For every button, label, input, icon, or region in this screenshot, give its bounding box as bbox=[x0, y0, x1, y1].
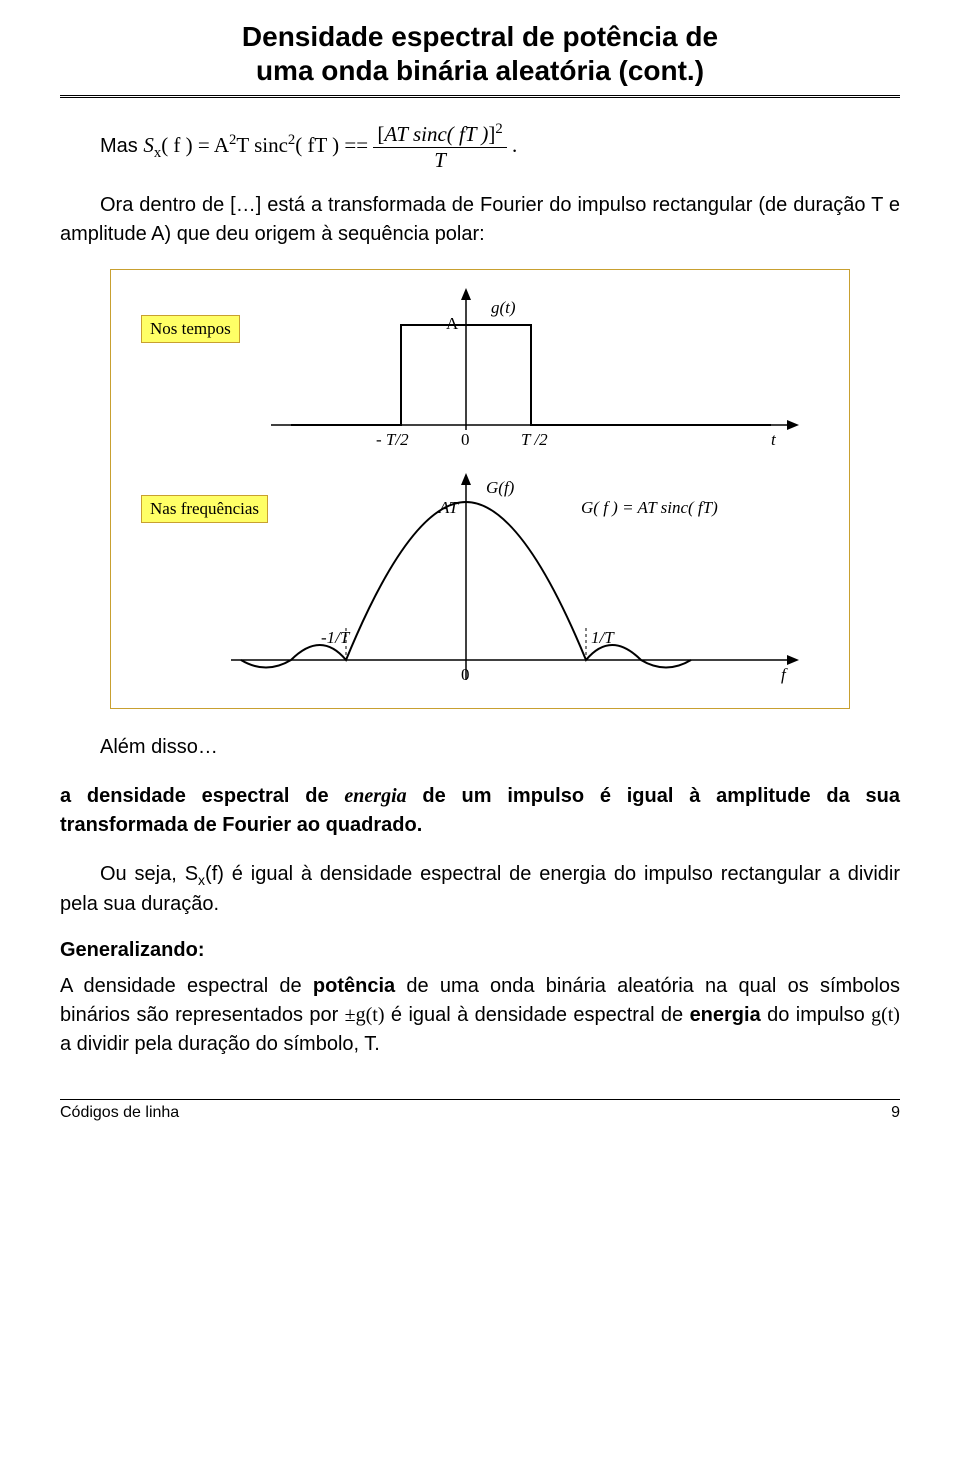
title-line2: uma onda binária aleatória (cont.) bbox=[60, 54, 900, 88]
paragraph-alem: Além disso… bbox=[60, 733, 900, 762]
eq-num-inner: AT sinc( fT ) bbox=[384, 122, 488, 146]
label-plus1T: 1/T bbox=[591, 628, 614, 648]
eq-num-sup: 2 bbox=[495, 121, 502, 137]
bx-pmgt: ±g(t) bbox=[345, 1004, 385, 1026]
eq-period: . bbox=[512, 133, 517, 157]
label-t: t bbox=[771, 430, 776, 450]
label-minus1T: -1/T bbox=[321, 628, 349, 648]
p3-ital: energia bbox=[344, 785, 406, 807]
label-zero-top: 0 bbox=[461, 430, 470, 450]
label-zero-bot: 0 bbox=[461, 665, 470, 685]
p4sub: x bbox=[198, 872, 205, 888]
fourier-diagram: Nos tempos g(t) A - T/2 0 T /2 t Nas fre… bbox=[110, 269, 850, 709]
bx-b: potência bbox=[313, 975, 395, 997]
equation-main: Mas Sx( f ) = A2T sinc2( fT ) == [AT sin… bbox=[100, 121, 900, 173]
label-gt: g(t) bbox=[491, 298, 516, 318]
generalization-text: A densidade espectral de potência de uma… bbox=[60, 972, 900, 1059]
eq-num: [AT sinc( fT )]2 bbox=[373, 121, 506, 148]
eq-mid: T sinc bbox=[236, 133, 288, 157]
p4a: Ou seja, S bbox=[100, 863, 198, 885]
generalizing-heading: Generalizando: bbox=[60, 939, 900, 962]
label-Gf: G(f) bbox=[486, 478, 514, 498]
eq-lead: Mas bbox=[100, 135, 143, 157]
page-title: Densidade espectral de potência de uma o… bbox=[60, 20, 900, 87]
label-minusT2: - T/2 bbox=[376, 430, 409, 450]
label-f: f bbox=[781, 665, 786, 685]
bx-f: do impulso bbox=[761, 1004, 871, 1026]
eq-fraction: [AT sinc( fT )]2 T bbox=[373, 121, 506, 173]
diagram-svg bbox=[111, 270, 851, 710]
footer-left: Códigos de linha bbox=[60, 1104, 179, 1122]
eq-den: T bbox=[373, 148, 506, 173]
page-footer: Códigos de linha 9 bbox=[60, 1100, 900, 1122]
label-Gf-formula: G( f ) = AT sinc( fT) bbox=[581, 498, 718, 518]
p3a: a densidade espectral de bbox=[60, 785, 344, 807]
title-underline bbox=[60, 95, 900, 99]
footer-page-number: 9 bbox=[891, 1104, 900, 1122]
eq-arg2: ( fT ) == bbox=[295, 133, 373, 157]
bx-gt: g(t) bbox=[871, 1004, 900, 1026]
paragraph-energy: a densidade espectral de energia de um i… bbox=[60, 782, 900, 840]
paragraph-intro: Ora dentro de […] está a transformada de… bbox=[60, 191, 900, 249]
label-AT: AT bbox=[439, 498, 458, 518]
bx-a: A densidade espectral de bbox=[60, 975, 313, 997]
bx-d: é igual à densidade espectral de bbox=[385, 1004, 690, 1026]
bx-e: energia bbox=[690, 1004, 761, 1026]
title-line1: Densidade espectral de potência de bbox=[60, 20, 900, 54]
eq-arg1: ( f ) = A bbox=[161, 133, 229, 157]
label-plusT2: T /2 bbox=[521, 430, 548, 450]
paragraph-ouseja: Ou seja, Sx(f) é igual à densidade espec… bbox=[60, 860, 900, 919]
label-A: A bbox=[446, 314, 458, 334]
freq-domain-tag: Nas frequências bbox=[141, 495, 268, 523]
eq-S: S bbox=[143, 133, 154, 157]
bx-g: a dividir pela duração do símbolo, T. bbox=[60, 1033, 380, 1055]
